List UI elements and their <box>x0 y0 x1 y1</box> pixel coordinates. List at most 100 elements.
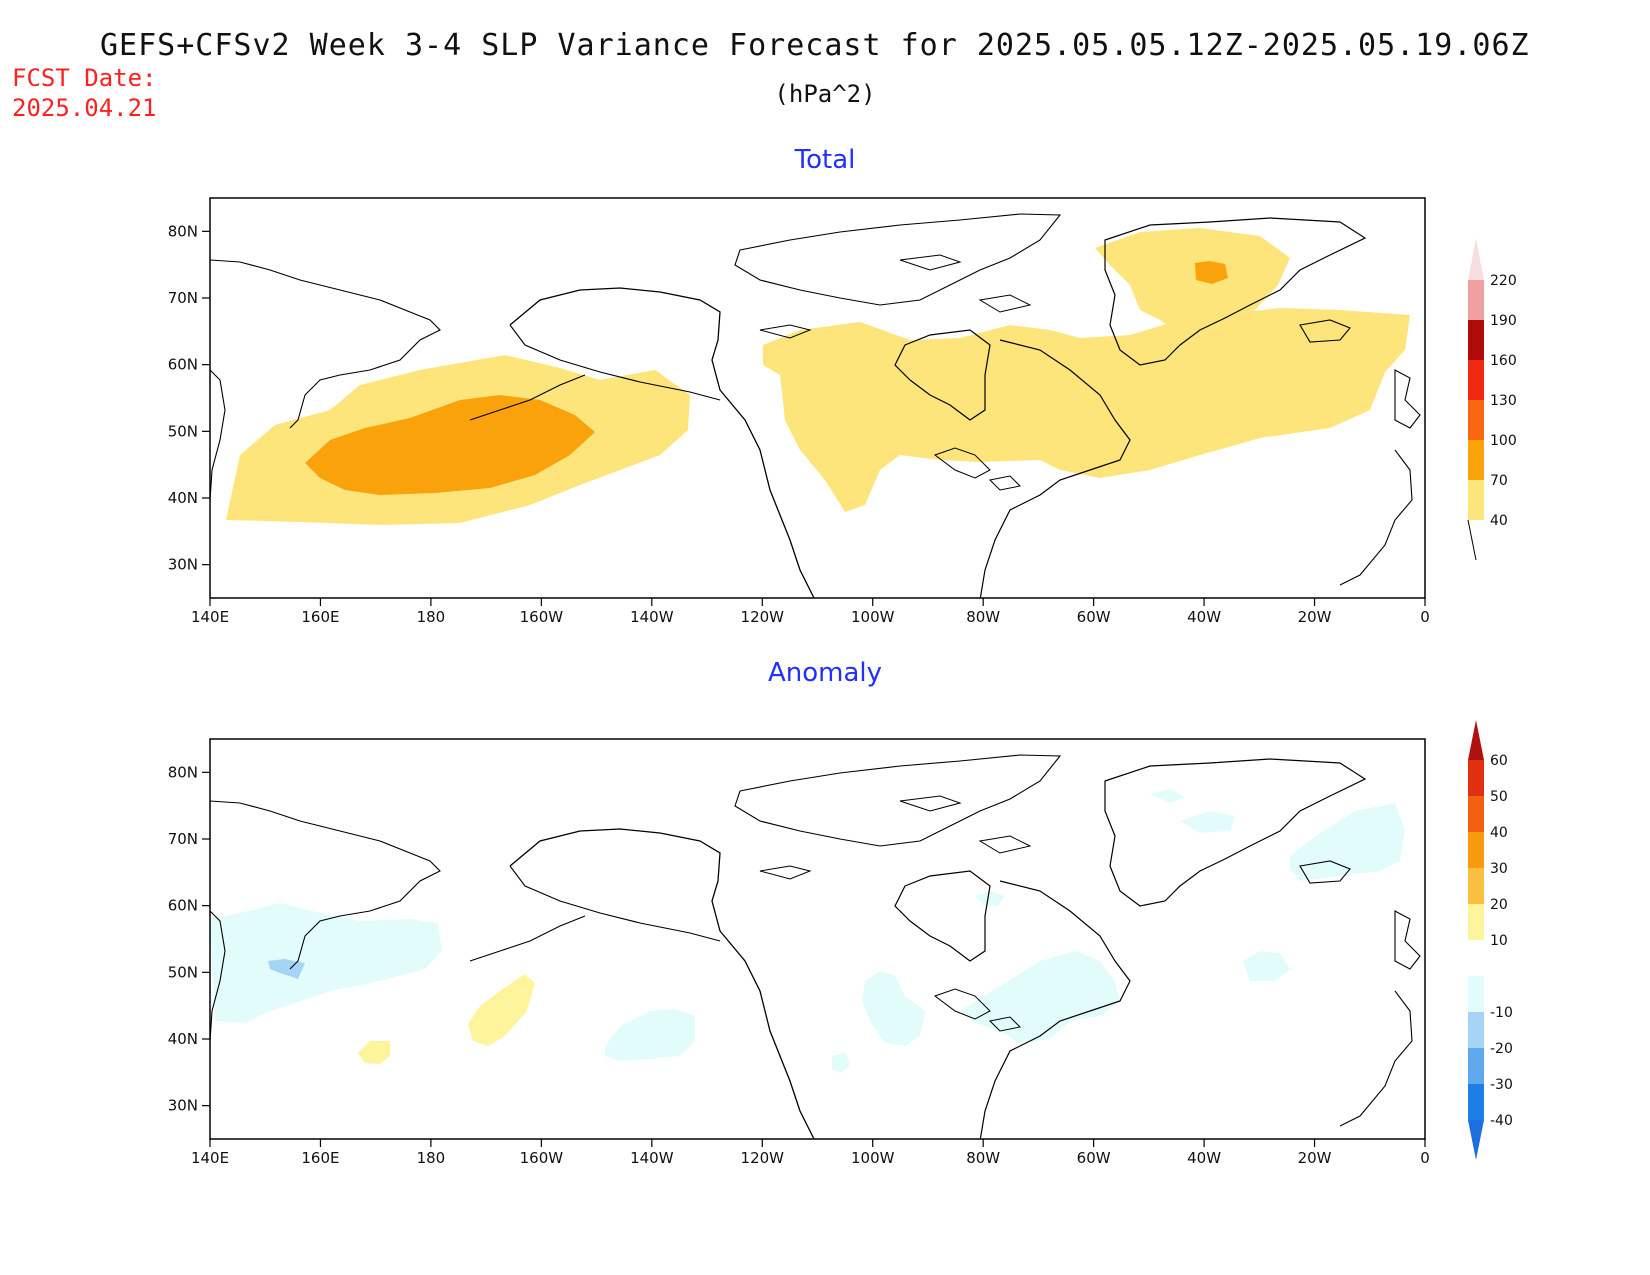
total-map-frame <box>209 197 1426 599</box>
anomaly-ytick-label: 60N <box>168 897 198 915</box>
total-colorbar-label: 160 <box>1490 353 1517 369</box>
anomaly-region-greenland-sea <box>1150 789 1235 833</box>
anomaly-ytick-label: 80N <box>168 763 198 781</box>
anomaly-colorbar-label: 40 <box>1490 825 1508 841</box>
total-xtick-label: 20W <box>1298 608 1332 626</box>
anomaly-colorbar-arrow-bottom <box>1468 1120 1484 1160</box>
anomaly-region-great-lakes <box>975 891 1005 906</box>
total-ytick-label: 50N <box>168 422 198 440</box>
anomaly-xtick-label: 140W <box>630 1149 674 1167</box>
total-ytick-label: 70N <box>168 289 198 307</box>
forecast-date-value: 2025.04.21 <box>12 94 157 122</box>
total-region-canada-atlantic <box>763 308 1410 512</box>
total-colorbar-label: 40 <box>1490 513 1508 529</box>
total-colorbar-label: 130 <box>1490 393 1517 409</box>
anomaly-map-frame <box>209 738 1426 1140</box>
anomaly-colorbar-box <box>1468 976 1484 1012</box>
anomaly-region-kamchatka <box>210 903 442 1023</box>
total-colorbar-box <box>1468 360 1484 400</box>
total-ytick-label: 30N <box>168 556 198 574</box>
total-filled-contours <box>210 213 1421 598</box>
anomaly-xtick-label: 0 <box>1420 1149 1430 1167</box>
anomaly-colorbar-box <box>1468 796 1484 832</box>
total-core-greenland <box>1195 261 1228 284</box>
total-colorbar-label: 190 <box>1490 313 1517 329</box>
total-xtick-label: 180 <box>417 608 446 626</box>
total-core-north-pacific <box>305 395 595 495</box>
anomaly-region-central-pacific-2 <box>358 1041 390 1064</box>
anomaly-xtick-label: 120W <box>741 1149 785 1167</box>
anomaly-colorbar-label: 20 <box>1490 897 1508 913</box>
map-panel-anomaly: 140E 160E 180 160W 140W 120W 100W 80W 60W 40W 20W 0… <box>168 720 1513 1167</box>
anomaly-region-ne-pacific <box>605 1009 695 1061</box>
anomaly-ytick-label: 30N <box>168 1097 198 1115</box>
anomaly-colorbar-label: 60 <box>1490 753 1508 769</box>
anomaly-colorbar-label: 50 <box>1490 789 1508 805</box>
total-colorbar-box <box>1468 320 1484 360</box>
total-colorbar-label: 100 <box>1490 433 1517 449</box>
anomaly-xtick-label: 20W <box>1298 1149 1332 1167</box>
total-colorbar-box <box>1468 440 1484 480</box>
anomaly-colorbar-label: -30 <box>1490 1077 1513 1093</box>
total-colorbar-arrow-bottom <box>1467 519 1477 561</box>
anomaly-colorbar-box <box>1468 940 1484 976</box>
total-colorbar-box <box>1468 280 1484 320</box>
total-xtick-label: 140W <box>630 608 674 626</box>
anomaly-ytick-label: 40N <box>168 1030 198 1048</box>
anomaly-xtick-label: 60W <box>1077 1149 1111 1167</box>
anomaly-xtick-label: 80W <box>966 1149 1000 1167</box>
anomaly-colorbar-box <box>1468 1048 1484 1084</box>
main-title: GEFS+CFSv2 Week 3-4 SLP Variance Forecas… <box>100 28 1530 63</box>
anomaly-colorbar-box <box>1468 904 1484 940</box>
anomaly-xtick-label: 140E <box>191 1149 229 1167</box>
total-xtick-label: 40W <box>1187 608 1221 626</box>
anomaly-xtick-label: 40W <box>1187 1149 1221 1167</box>
anomaly-axis-ticks: 140E 160E 180 160W 140W 120W 100W 80W 60W 40W 20W 0… <box>168 763 1430 1167</box>
total-colorbar-label: 70 <box>1490 473 1508 489</box>
total-ytick-label: 60N <box>168 356 198 374</box>
total-region-greenland <box>1095 228 1290 345</box>
anomaly-filled-contours <box>210 754 1421 1139</box>
anomaly-colorbar-box <box>1468 1012 1484 1048</box>
total-xtick-label: 160W <box>520 608 564 626</box>
anomaly-colorbar-arrow-top <box>1468 720 1484 760</box>
map-panel-total: 140E 160E 180 160W 140W 120W 100W 80W 60W 40W 20W 0… <box>168 197 1517 626</box>
anomaly-colorbar-box <box>1468 760 1484 796</box>
forecast-date-label: FCST Date: <box>12 64 157 92</box>
anomaly-xtick-label: 160W <box>520 1149 564 1167</box>
total-xtick-label: 160E <box>301 608 339 626</box>
anomaly-colorbar-label: -10 <box>1490 1005 1513 1021</box>
anomaly-colorbar: -40 -30 -20 -10 10 20 30 40 50 60 <box>1468 720 1513 1160</box>
panel-title-total: Total <box>794 145 856 175</box>
anomaly-region-mid-atlantic <box>1243 951 1290 981</box>
total-xtick-label: 60W <box>1077 608 1111 626</box>
anomaly-region-plains <box>862 971 925 1046</box>
anomaly-xtick-label: 100W <box>851 1149 895 1167</box>
anomaly-xtick-label: 160E <box>301 1149 339 1167</box>
total-colorbar-box <box>1468 480 1484 520</box>
total-axis-ticks: 140E 160E 180 160W 140W 120W 100W 80W 60W 40W 20W 0… <box>168 222 1430 626</box>
anomaly-region-plains-small <box>832 1053 850 1073</box>
anomaly-colorbar-label: 10 <box>1490 933 1508 949</box>
total-colorbar-label: 220 <box>1490 273 1517 289</box>
total-xtick-label: 140E <box>191 608 229 626</box>
total-colorbar-arrow-top <box>1468 238 1484 280</box>
total-xtick-label: 100W <box>851 608 895 626</box>
total-colorbar-box <box>1468 400 1484 440</box>
anomaly-region-eastern-canada <box>960 951 1120 1043</box>
anomaly-xtick-label: 180 <box>417 1149 446 1167</box>
anomaly-colorbar-box <box>1468 832 1484 868</box>
total-ytick-label: 80N <box>168 222 198 240</box>
total-xtick-label: 0 <box>1420 608 1430 626</box>
anomaly-colorbar-label: 30 <box>1490 861 1508 877</box>
total-ytick-label: 40N <box>168 489 198 507</box>
total-colorbar: 40 70 100 130 160 190 220 <box>1467 238 1517 561</box>
total-xtick-label: 80W <box>966 608 1000 626</box>
anomaly-colorbar-box <box>1468 1084 1484 1120</box>
anomaly-colorbar-box <box>1468 868 1484 904</box>
panel-title-anomaly: Anomaly <box>767 658 883 688</box>
units-label: (hPa^2) <box>774 80 876 108</box>
anomaly-ytick-label: 50N <box>168 963 198 981</box>
anomaly-ytick-label: 70N <box>168 830 198 848</box>
